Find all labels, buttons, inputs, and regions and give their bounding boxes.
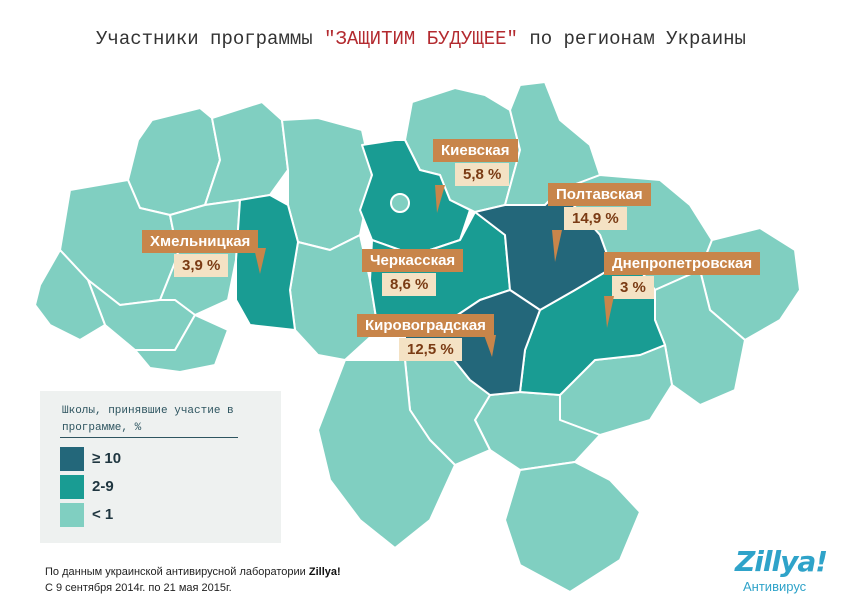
logo-subtitle: Антивирус bbox=[743, 579, 807, 594]
source-brand: Zillya! bbox=[308, 566, 341, 578]
callout-value: 3,9 % bbox=[174, 254, 229, 277]
callout-value: 14,9 % bbox=[564, 207, 627, 230]
callout-pointer bbox=[254, 248, 266, 274]
callout-value: 3 % bbox=[612, 276, 654, 299]
region-chernivetska bbox=[134, 314, 229, 373]
callout-poltavska: Полтавская 14,9 % bbox=[548, 183, 651, 230]
title-suffix: по регионам Украины bbox=[529, 28, 746, 50]
callout-kirovohradska: Кировоградская 12,5 % bbox=[357, 314, 494, 361]
callout-kyivska: Киевская 5,8 % bbox=[433, 139, 518, 186]
callout-value: 5,8 % bbox=[455, 163, 510, 186]
callout-name: Киевская bbox=[433, 139, 518, 162]
legend-divider bbox=[60, 437, 238, 438]
legend-swatch bbox=[60, 503, 84, 527]
source-note: По данным украинской антивирусной лабора… bbox=[45, 564, 341, 596]
source-prefix: По данным украинской антивирусной лабора… bbox=[45, 566, 306, 578]
callout-value: 8,6 % bbox=[382, 273, 437, 296]
legend-label: ≥ 10 bbox=[92, 450, 122, 467]
callout-pointer bbox=[552, 230, 562, 262]
region-zakarpatska bbox=[34, 249, 106, 341]
region-kyivska bbox=[359, 139, 471, 251]
kyiv-city-marker bbox=[390, 193, 410, 213]
title-prefix: Участники программы bbox=[96, 28, 313, 50]
callout-khmelnytska: Хмельницкая 3,9 % bbox=[142, 230, 259, 277]
callout-cherkaska: Черкасская 8,6 % bbox=[362, 249, 464, 296]
logo-brand: Zillya! bbox=[735, 545, 828, 578]
callout-name: Хмельницкая bbox=[142, 230, 259, 253]
legend-label: < 1 bbox=[92, 506, 114, 523]
title-highlight: "ЗАЩИТИМ БУДУЩЕЕ" bbox=[324, 28, 518, 50]
region-odeska bbox=[317, 359, 456, 549]
legend-swatch bbox=[60, 475, 84, 499]
callout-value: 12,5 % bbox=[399, 338, 462, 361]
legend-label: 2-9 bbox=[92, 478, 114, 495]
region-khmelnytska bbox=[235, 194, 299, 331]
callout-pointer bbox=[484, 335, 496, 357]
callout-pointer bbox=[435, 185, 445, 213]
callout-pointer bbox=[604, 296, 614, 328]
legend-swatch bbox=[60, 447, 84, 471]
callout-name: Полтавская bbox=[548, 183, 651, 206]
source-line-1: По данным украинской антивирусной лабора… bbox=[45, 564, 341, 580]
zillya-logo: Zillya! Антивирус bbox=[735, 545, 835, 595]
callout-name: Черкасская bbox=[362, 249, 464, 272]
region-krym bbox=[504, 461, 641, 593]
map-title: Участники программы "ЗАЩИТИМ БУДУЩЕЕ" по… bbox=[0, 28, 842, 50]
source-line-2: С 9 сентября 2014г. по 21 мая 2015г. bbox=[45, 582, 232, 594]
callout-name: Кировоградская bbox=[357, 314, 494, 337]
callout-name: Днепропетровская bbox=[604, 252, 761, 275]
legend-title: Школы, принявшие участие в программе, % bbox=[62, 405, 234, 434]
callout-dnipropetrovska: Днепропетровская 3 % bbox=[604, 252, 761, 299]
legend: Школы, принявшие участие в программе, % … bbox=[40, 391, 281, 543]
